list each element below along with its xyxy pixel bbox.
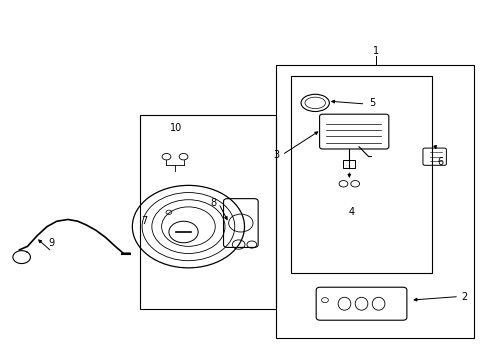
Text: 7: 7 <box>141 216 147 226</box>
Text: 9: 9 <box>49 238 55 248</box>
Bar <box>343 161 354 168</box>
Text: 10: 10 <box>170 123 182 134</box>
Text: 3: 3 <box>273 150 279 160</box>
Text: 5: 5 <box>368 98 374 108</box>
Bar <box>276 65 473 338</box>
Text: 8: 8 <box>210 198 216 208</box>
Text: 1: 1 <box>372 46 378 56</box>
Bar <box>140 116 276 309</box>
Text: 2: 2 <box>461 292 467 302</box>
Text: 6: 6 <box>436 157 442 167</box>
Text: 4: 4 <box>348 207 354 217</box>
Bar <box>290 76 431 273</box>
